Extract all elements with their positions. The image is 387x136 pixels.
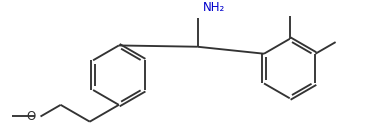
Text: NH₂: NH₂ [203, 1, 225, 14]
Text: O: O [26, 110, 35, 123]
